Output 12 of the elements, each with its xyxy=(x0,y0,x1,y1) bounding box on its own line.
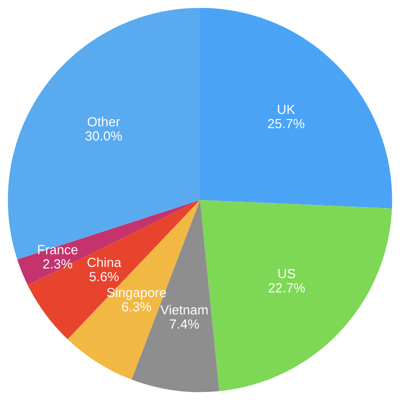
data-label: 30.0% xyxy=(85,131,122,141)
slice-label: Other xyxy=(88,116,120,126)
data-label: 5.6% xyxy=(90,272,119,282)
slice-label: China xyxy=(87,257,122,268)
slice-label: US xyxy=(278,268,296,278)
slice-label: UK xyxy=(278,104,296,114)
data-label: 25.7% xyxy=(268,118,304,128)
data-label: 2.3% xyxy=(43,259,72,269)
data-label: 7.4% xyxy=(170,319,199,329)
data-label: 22.7% xyxy=(268,283,305,292)
slice-label: Vietnam xyxy=(160,304,208,315)
data-label: 6.3% xyxy=(122,302,152,312)
